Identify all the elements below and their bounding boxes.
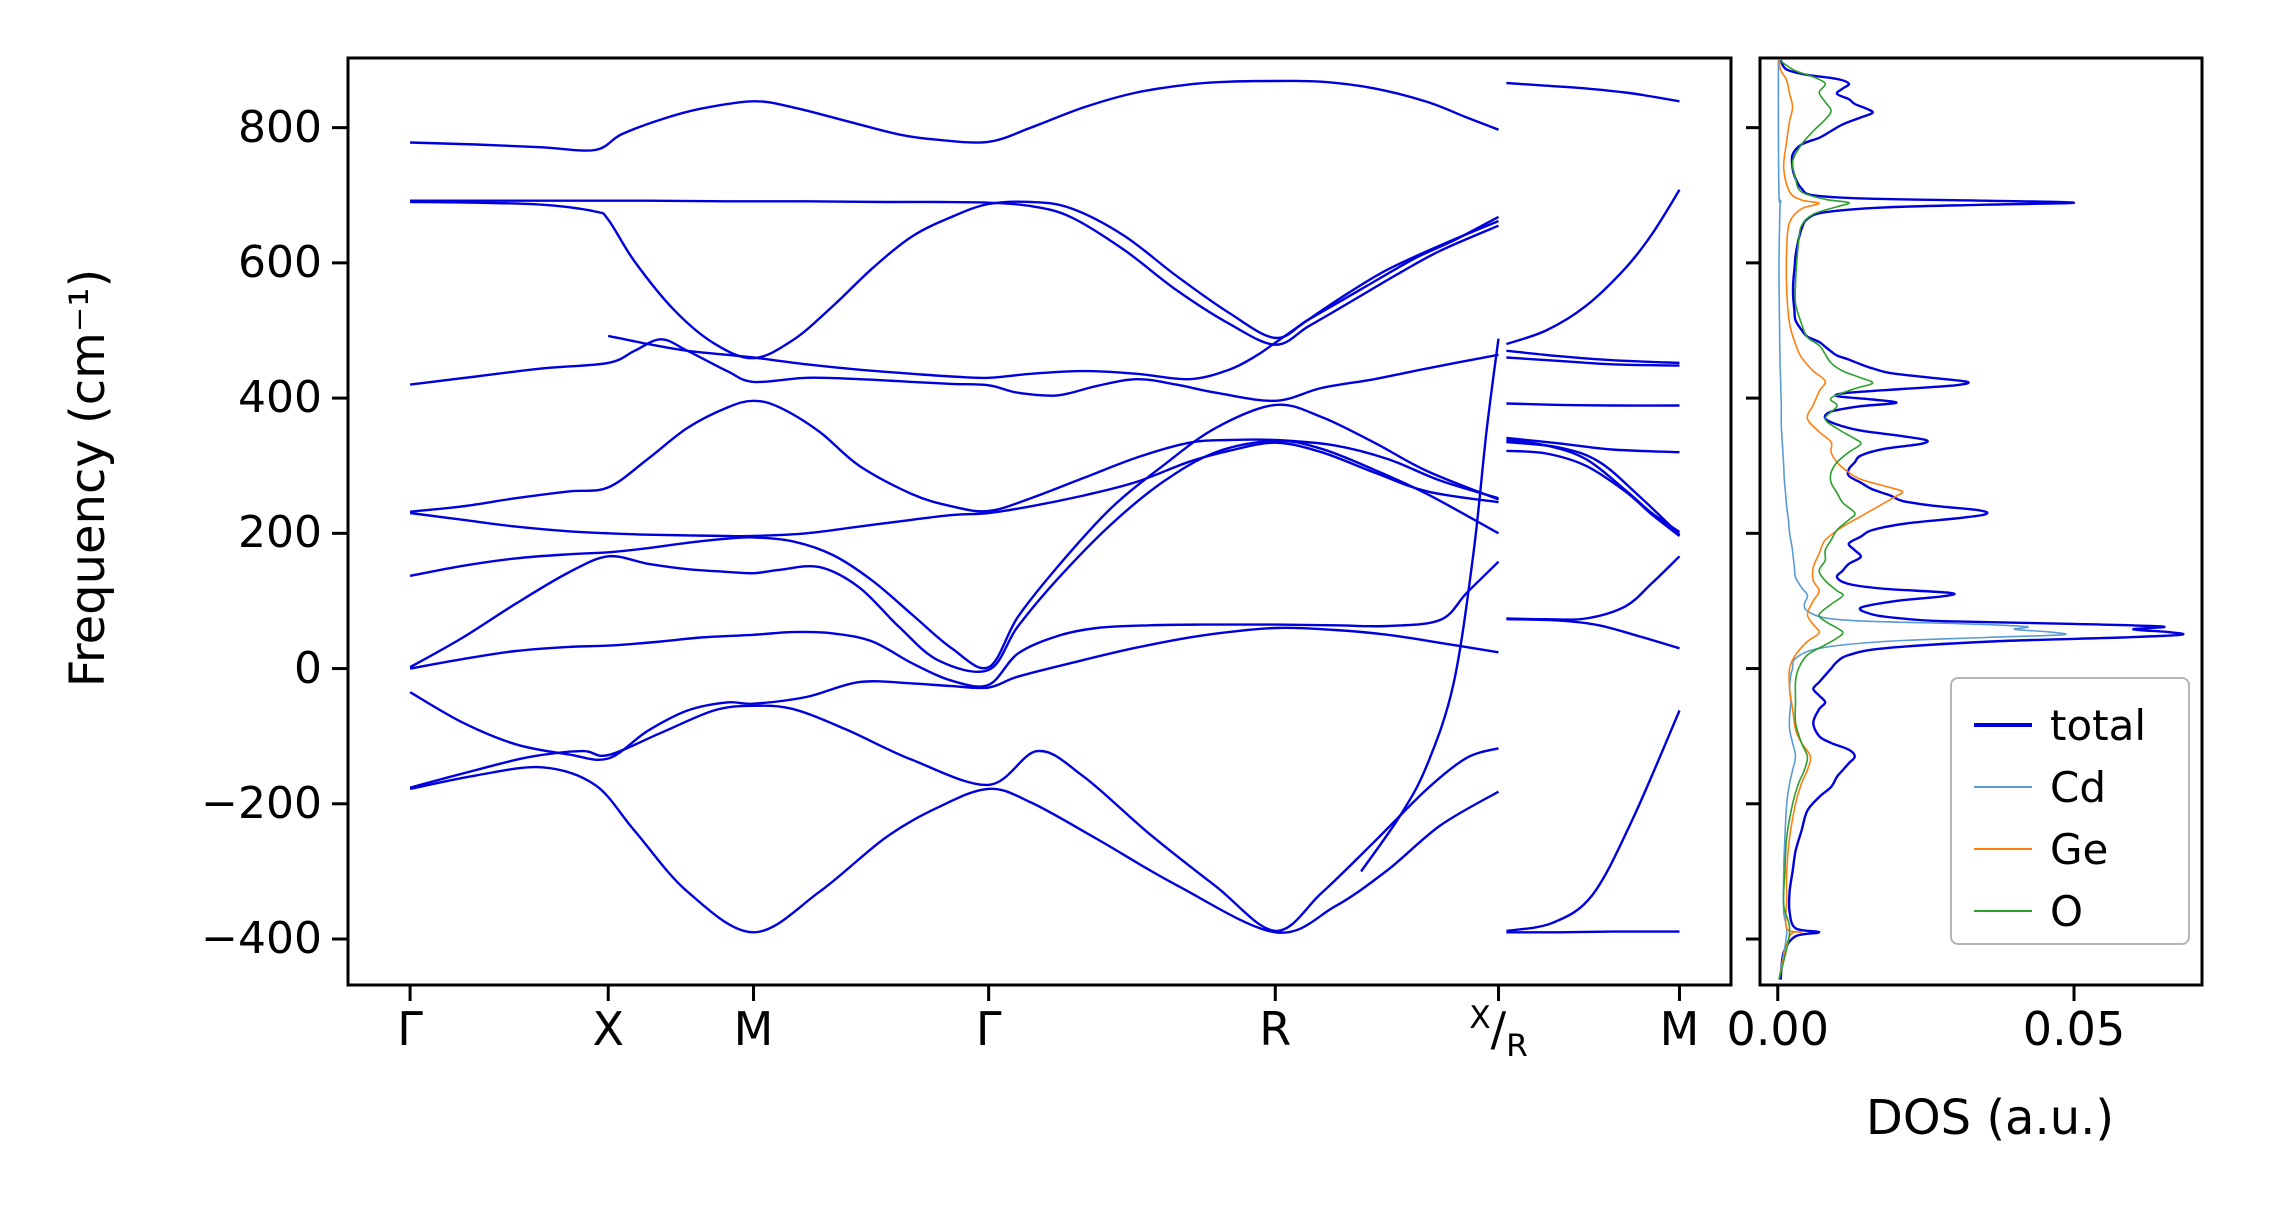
k-point-label: Γ: [397, 1002, 423, 1056]
band-line: [409, 338, 1499, 403]
band-line: [409, 560, 1500, 688]
dos-tick-label: 0.00: [1726, 1002, 1829, 1056]
legend-item-O: O: [1974, 885, 2188, 937]
y-tick-label: 800: [238, 101, 322, 153]
band-line: [1506, 349, 1680, 365]
band-line: [410, 199, 1499, 346]
legend-label: Cd: [2050, 762, 2106, 812]
band-line: [1506, 710, 1681, 933]
y-tick-label: 200: [238, 507, 322, 559]
band-line: [409, 626, 1499, 762]
band-line: [1506, 356, 1680, 367]
dos-axes-frame: [1758, 56, 2204, 987]
band-line: [1506, 449, 1681, 537]
dos-curve-Cd: [1777, 59, 2067, 980]
band-line: [1506, 402, 1680, 407]
band-line: [1506, 436, 1680, 454]
band-line: [409, 399, 1499, 513]
band-line: [409, 441, 1499, 538]
band-line: [1506, 618, 1680, 650]
dos-curve-O: [1778, 59, 1874, 980]
band-line: [409, 439, 1500, 674]
band-axes-frame: [346, 56, 1733, 987]
y-tick-label: −400: [201, 913, 322, 965]
band-line: [1506, 438, 1681, 533]
band-line: [410, 200, 1500, 360]
y-tick-label: 600: [238, 236, 322, 288]
band-line: [1506, 81, 1680, 103]
k-point-label: X/R: [1469, 999, 1528, 1064]
k-point-label: Γ: [975, 1002, 1002, 1056]
y-tick-label: 0: [294, 642, 322, 694]
band-line: [1360, 338, 1500, 873]
band-line: [1506, 440, 1681, 536]
y-tick-label: −200: [201, 777, 322, 829]
legend-item-total: total: [1974, 699, 2188, 751]
dos-tick-label: 0.05: [2022, 1002, 2126, 1056]
legend-label: Ge: [2050, 824, 2109, 874]
dos-legend: total Cd Ge O: [1950, 677, 2190, 945]
dos-curve-total: [1779, 59, 2185, 980]
band-line: [1506, 555, 1681, 621]
legend-line-Cd: [1974, 786, 2032, 788]
legend-item-Ge: Ge: [1974, 823, 2188, 875]
band-line: [409, 403, 1499, 670]
legend-line-Ge: [1974, 848, 2032, 850]
band-line: [1506, 189, 1681, 346]
y-axis-label: Frequency (cm⁻¹): [60, 268, 116, 688]
k-point-label: M: [733, 1002, 774, 1056]
k-point-label: X: [592, 1002, 624, 1056]
dos-curve-Ge: [1778, 59, 1904, 980]
band-line: [409, 765, 1500, 934]
dos-axis-label: DOS (a.u.): [1865, 1090, 2115, 1146]
band-line: [1506, 930, 1680, 934]
legend-item-Cd: Cd: [1974, 761, 2188, 813]
legend-label: total: [2050, 700, 2147, 750]
k-point-label: R: [1259, 1002, 1292, 1056]
legend-line-O: [1974, 910, 2032, 912]
band-line: [409, 704, 1499, 933]
band-line: [410, 79, 1499, 152]
band-line: [607, 219, 1499, 381]
legend-line-total: [1974, 723, 2032, 727]
y-tick-label: 400: [238, 372, 322, 424]
k-point-label: M: [1659, 1002, 1700, 1056]
legend-label: O: [2050, 886, 2084, 936]
